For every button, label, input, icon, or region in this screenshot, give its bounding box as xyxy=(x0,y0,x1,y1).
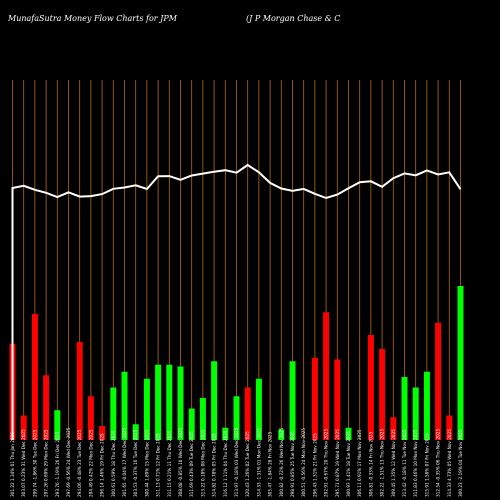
bar xyxy=(76,342,83,440)
x-tick-label: 296.14 1.46% 19 Fri Dec 2025 xyxy=(100,433,105,497)
x-tick-label: 294.06 -0.48% 23 Tue Dec 2025 xyxy=(77,429,82,497)
x-tick-label: 316.12 1.11% 04 Thu Dec 2025 xyxy=(223,430,228,497)
bar xyxy=(110,387,117,440)
bar xyxy=(367,335,374,440)
x-axis-labels: 301.22 1.34% 01 Thu Jan 2026 303.07 0.23%… xyxy=(10,427,463,497)
x-tick-label: 298.91 0.85% 25 Tue Nov 2025 xyxy=(290,431,295,497)
x-tick-label: 295.71 0.87% 19 Wed Nov 2025 xyxy=(335,429,340,497)
bar xyxy=(222,427,229,440)
x-tick-label: 297.69 -0.56% 24 Wed Dec 2025 xyxy=(66,427,71,497)
x-tick-label: 311.83 0.46% 10 Mon Nov 2025 xyxy=(413,429,418,497)
bar xyxy=(99,426,106,440)
bar xyxy=(423,371,430,440)
x-tick-label: 300.82 -0.72% 26 Wed Nov 2025 xyxy=(279,427,284,497)
x-tick-label: 314.33 -1.31% 01 Mon Dec 2025 xyxy=(256,428,261,497)
bar xyxy=(199,398,206,440)
chart-title: MunafaSutra Money Flow Charts for JPM xyxy=(8,14,177,23)
x-tick-label: 306.11 0.91% 17 Mon Nov 2025 xyxy=(357,429,362,497)
bar xyxy=(132,424,139,440)
bar xyxy=(334,359,341,440)
x-tick-label: 294.49 0.42% 22 Mon Dec 2025 xyxy=(88,429,93,497)
x-tick-label: 314.33 4.73% 05 Wed Nov 2025 xyxy=(447,429,452,497)
bar xyxy=(121,371,128,440)
x-tick-label: 309.45 1.35% 12 Wed Nov 2025 xyxy=(391,429,396,497)
bar xyxy=(31,314,38,440)
x-tick-label: 314.82 0.78% 05 Fri Dec 2025 xyxy=(212,433,217,497)
bar xyxy=(244,387,251,440)
x-tick-label: 301.22 1.34% 01 Thu Jan 2026 xyxy=(10,432,15,497)
bar xyxy=(155,364,162,440)
x-tick-label: 311.69 0.43% 09 Tue Dec 2025 xyxy=(189,431,194,497)
bar xyxy=(54,410,61,440)
x-tick-label: 293.76 -1.19% 26 Fri Dec 2025 xyxy=(55,431,60,497)
bar xyxy=(446,415,453,440)
x-tick-label: 300.61 0.59% 18 Thu Dec 2025 xyxy=(111,430,116,497)
bar xyxy=(435,322,442,440)
bars xyxy=(9,286,464,440)
price-line xyxy=(11,163,462,440)
x-tick-label: 311.13 0.71% 12 Fri Dec 2025 xyxy=(156,433,161,497)
bar xyxy=(143,378,150,440)
x-tick-label: 300.97 1.41% 18 Tue Nov 2025 xyxy=(346,431,351,497)
x-tick-label: 301.65 -0.04% 17 Wed Dec 2025 xyxy=(122,427,127,497)
x-tick-label: 292.91 -0.67% 20 Thu Nov 2025 xyxy=(324,429,329,497)
x-tick-label: 320.43 1.26% 02 Tue Dec 2025 xyxy=(245,431,250,497)
x-tick-label: 296.43 1.31% 21 Fri Nov 2025 xyxy=(312,433,317,497)
x-tick-label: 305.47 -1.84% 28 Fri Nov 2025 xyxy=(268,431,273,497)
bar xyxy=(379,349,386,440)
x-tick-label: 303.53 -0.37% 16 Tue Dec 2025 xyxy=(133,429,138,497)
x-tick-label: 300.44 1.89% 15 Mon Dec 2025 xyxy=(144,429,149,497)
x-tick-label: 300.51 -0.56% 24 Mon Nov 2025 xyxy=(301,428,306,497)
bar xyxy=(289,361,296,440)
bar xyxy=(87,396,94,440)
x-tick-label: 308.08 -0.85% 10 Wed Dec 2025 xyxy=(178,427,183,497)
bar xyxy=(401,377,408,440)
x-tick-label: 306.81 -0.33% 14 Fri Nov 2025 xyxy=(368,431,373,497)
x-tick-label: 313.42 -0.18% 11 Tue Nov 2025 xyxy=(402,429,407,497)
chart-subtitle: (J P Morgan Chase & C xyxy=(246,14,341,23)
bar xyxy=(188,408,195,440)
x-tick-label: 303.07 0.23% 31 Wed Dec 2025 xyxy=(21,429,26,497)
bar xyxy=(311,357,318,440)
bar xyxy=(211,361,218,440)
x-tick-label: 311.15 0.21% 11 Thu Dec 2025 xyxy=(167,430,172,497)
bar xyxy=(166,364,173,440)
x-tick-label: 313.97 -0.18% 03 Wed Dec 2025 xyxy=(234,427,239,497)
bar xyxy=(177,366,184,440)
x-tick-label: 313.22 0.18% 08 Mon Dec 2025 xyxy=(200,429,205,497)
bar xyxy=(323,312,330,440)
bar xyxy=(233,396,240,440)
x-tick-label: 312.54 -0.35% 06 Thu Nov 2025 xyxy=(436,429,441,497)
bar xyxy=(412,387,419,440)
x-tick-label: 300.23 -2.19% 04 Tue Nov 2025 xyxy=(458,429,463,497)
bar xyxy=(43,375,50,440)
x-tick-label: 302.22 -1.51% 13 Thu Nov 2025 xyxy=(380,429,385,497)
x-tick-label: 315.91 1.58% 07 Fri Nov 2025 xyxy=(424,433,429,497)
bar xyxy=(457,286,464,440)
bar xyxy=(20,415,27,440)
x-tick-label: 299.74 -1.86% 30 Tue Dec 2025 xyxy=(32,429,37,497)
bar xyxy=(255,378,262,440)
bar xyxy=(390,417,397,440)
bar xyxy=(278,429,285,440)
bar xyxy=(345,427,352,440)
x-tick-label: 297.26 0.69% 29 Mon Dec 2025 xyxy=(44,429,49,497)
